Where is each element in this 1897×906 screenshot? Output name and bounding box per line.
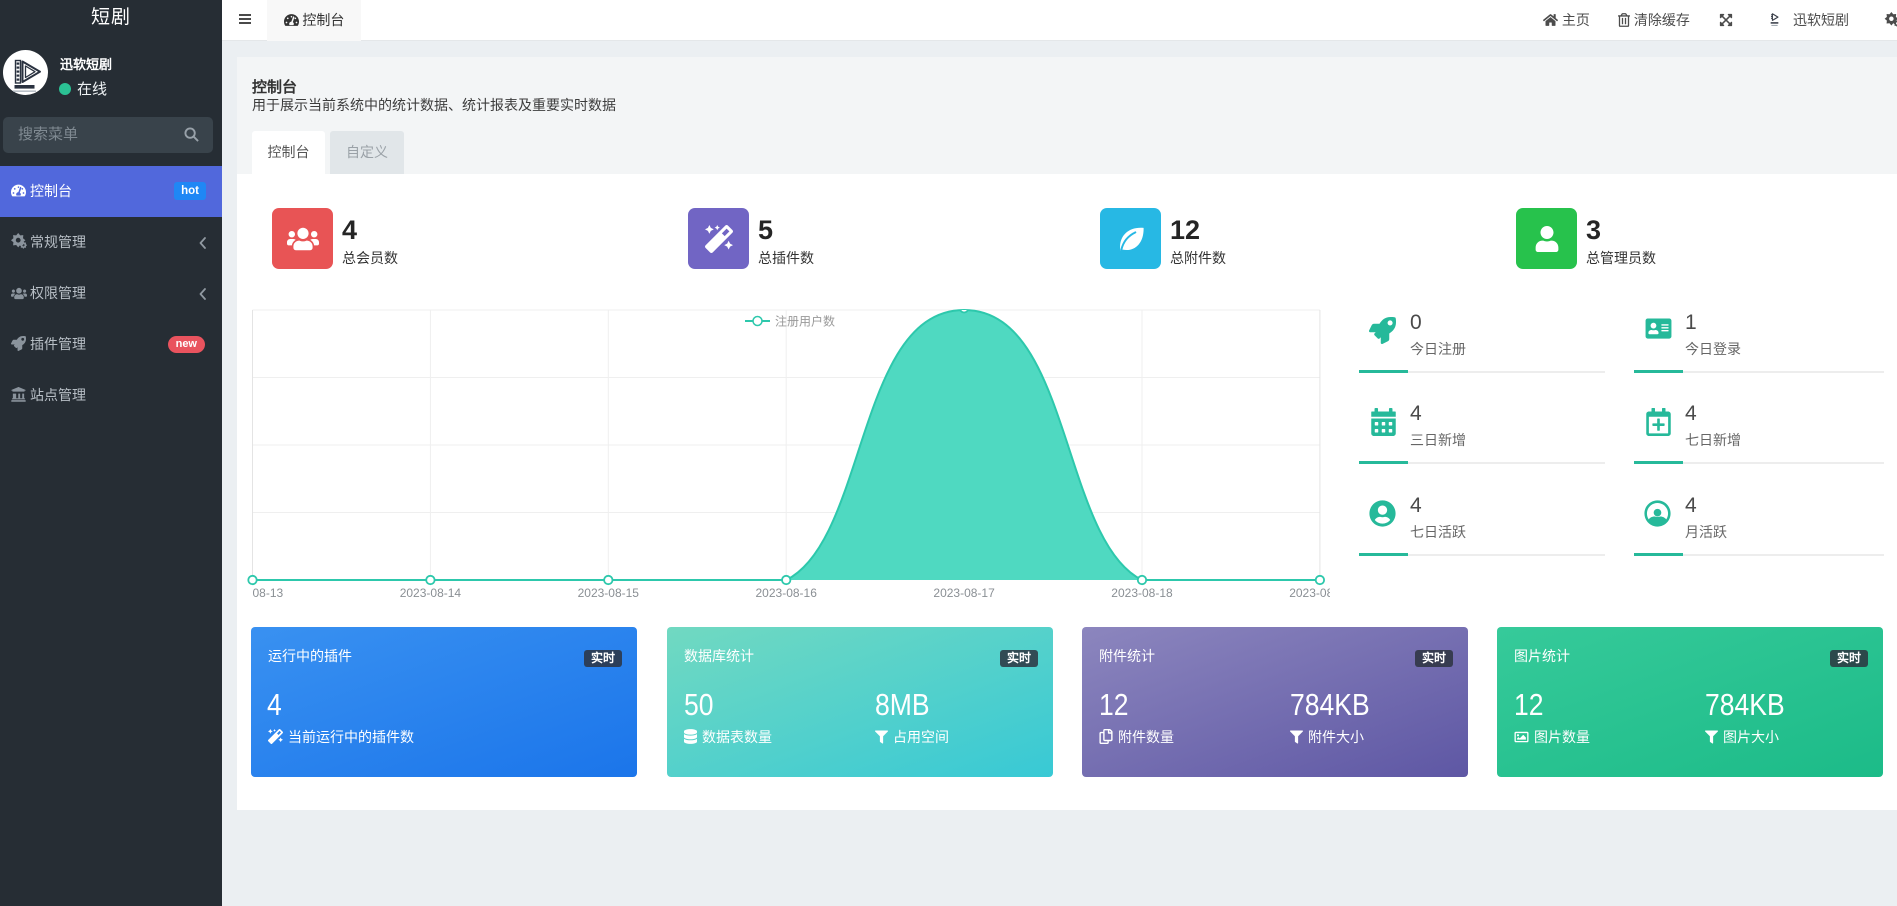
svg-text:2023-08-17: 2023-08-17	[933, 586, 995, 600]
svg-text:2023-08-19: 2023-08-19	[1289, 586, 1345, 600]
svg-text:08-13: 08-13	[253, 586, 284, 600]
svg-text:2023-08-15: 2023-08-15	[578, 586, 640, 600]
svg-text:2023-08-18: 2023-08-18	[1111, 586, 1173, 600]
svg-text:2023-08-16: 2023-08-16	[756, 586, 818, 600]
svg-text:2023-08-14: 2023-08-14	[400, 586, 462, 600]
svg-text:注册用户数: 注册用户数	[775, 314, 835, 329]
